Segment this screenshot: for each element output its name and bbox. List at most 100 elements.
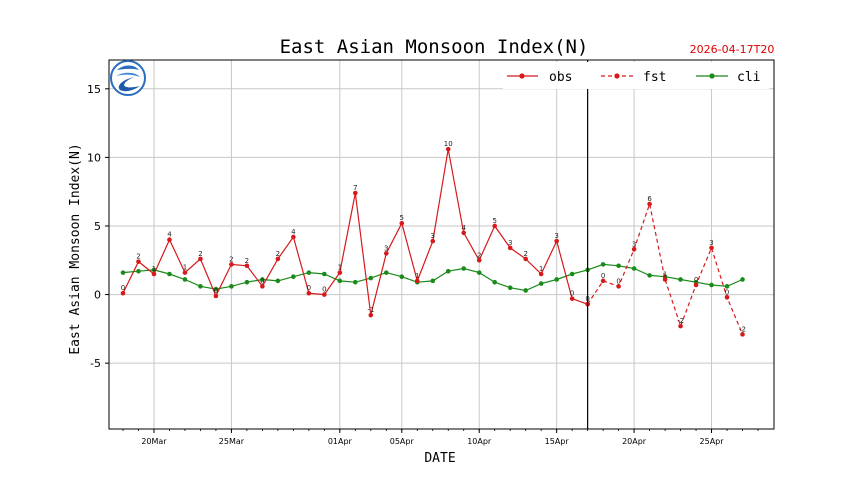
obs-data-label: 5 [492,217,496,225]
legend-label-fst: fst [643,70,666,85]
y-tick-label: -5 [90,357,101,370]
series-fst: 0 0 3 6 1 -2 0 3 0 -2 [585,195,746,337]
obs-point [151,271,157,277]
y-axis-ticks: -5 0 5 10 15 [87,83,109,370]
obs-data-label: 2 [229,255,233,263]
x-tick-label: 25Mar [219,437,245,446]
obs-point [167,237,172,242]
obs-point [445,146,451,152]
legend-box [503,62,769,89]
x-tick-label: 25Apr [700,437,725,446]
x-tick-label: 20Apr [622,437,647,446]
cli-point [291,274,296,280]
cli-point [523,288,528,293]
cli-point [461,266,467,271]
fst-point [616,284,621,289]
fst-data-label: -2 [739,325,746,333]
obs-point [275,256,281,262]
obs-data-label: 1 [415,272,419,280]
cli-point [353,279,358,285]
obs-point [337,270,343,275]
cli-point [631,266,637,271]
cli-point [616,263,621,269]
obs-data-label: 3 [508,239,512,247]
obs-data-label: 1 [183,264,187,272]
fst-data-label: 0 [616,277,620,285]
cli-point [430,278,436,284]
cli-point [275,278,281,284]
cli-point [244,279,250,285]
legend-marker-cli [709,73,715,79]
cli-point [383,270,389,275]
cli-point [337,278,343,284]
cli-point [260,277,265,282]
obs-data-label: 3 [431,232,435,240]
obs-data-label: 1 [152,265,156,273]
x-tick-label: 05Apr [390,437,415,446]
cli-point [709,282,714,288]
fst-point [662,277,668,282]
fst-point [693,282,699,288]
obs-point [353,190,358,196]
obs-data-label: 4 [291,228,296,236]
y-tick-label: 0 [94,289,101,302]
cli-point [399,274,405,280]
cli-point [724,284,730,289]
obs-point [399,220,405,226]
series-layer: 0 2 1 4 1 2 0 2 2 0 2 4 0 0 1 7 -1 3 5 1 3 10 4 2 5 3 2 1 3 0 0 0 0 3 6 1 -2… [120,140,746,337]
obs-point [229,262,234,267]
series-cli [120,262,745,293]
obs-point [322,292,327,297]
obs-point [430,238,436,244]
obs-data-label: 4 [167,231,172,239]
cli-point [229,284,234,289]
fst-point [647,201,652,207]
cli-point [569,271,575,277]
obs-data-label: 0 [260,277,264,285]
obs-data-label: 3 [384,244,388,252]
y-axis-label: East Asian Monsoon Index(N) [68,143,83,354]
legend-label-obs: obs [549,70,572,85]
cli-point [213,286,219,292]
obs-point [182,270,188,275]
obs-point [476,257,482,263]
obs-point [306,290,312,296]
obs-data-label: 2 [198,250,202,258]
obs-point [414,278,420,284]
obs-point [136,259,141,264]
logo-icon [110,60,146,96]
obs-data-label: 5 [400,214,404,222]
cli-point [167,271,172,277]
obs-data-label: 3 [554,232,558,240]
cli-point [322,271,327,277]
fst-data-label: 6 [647,195,652,203]
obs-data-label: -1 [367,306,374,314]
obs-point [461,230,467,236]
y-tick-label: 5 [94,220,101,233]
legend-entry-obs: obs [507,70,572,85]
obs-point [213,293,219,299]
obs-data-label: 4 [461,224,466,232]
obs-data-label: 0 [214,287,218,295]
fst-point [631,247,637,252]
chart-title: East Asian Monsoon Index(N) [280,36,589,58]
obs-data-label: 2 [245,257,249,265]
cli-point [492,279,498,285]
grid-lines [109,60,774,429]
obs-point [523,256,528,262]
x-tick-label: 10Apr [467,437,492,446]
cli-point [740,277,745,282]
obs-data-label: 0 [307,284,311,292]
obs-point [492,223,498,229]
obs-point [120,290,126,296]
obs-point [569,296,575,301]
fst-data-label: 3 [709,239,713,247]
fst-data-label: 1 [663,270,667,278]
cli-point [507,285,513,291]
fst-point [740,332,745,337]
obs-data-label: 2 [136,253,140,261]
obs-point [507,245,513,251]
obs-point [244,263,250,269]
cli-point [306,270,312,275]
